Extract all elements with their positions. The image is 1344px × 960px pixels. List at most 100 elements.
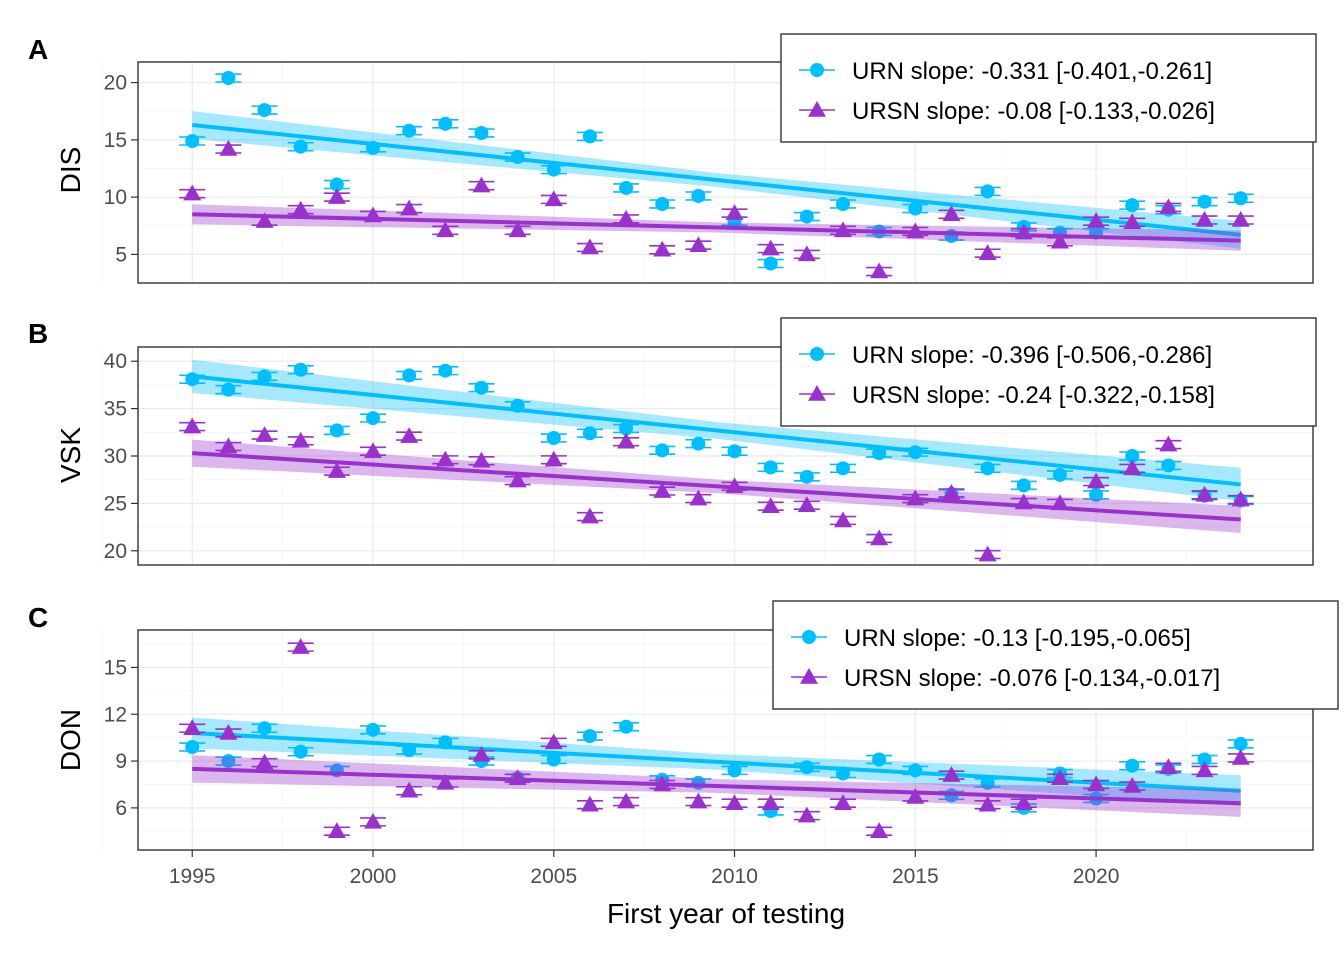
data-point-ursn [400,199,419,216]
data-point-ursn [472,451,491,468]
y-tick-label-b: 20 [104,540,127,563]
y-tick-label-a: 5 [115,243,127,266]
data-point-ursn [1159,758,1178,775]
data-point-ursn [834,511,852,528]
data-point-urn [619,719,634,734]
data-point-ursn [436,221,455,238]
data-point-urn [799,209,814,224]
data-point-urn [257,369,272,384]
legend-box-b [780,317,1317,427]
data-point-urn [763,256,778,271]
data-point-ursn [617,432,636,449]
data-point-ursn [978,795,997,812]
data-point-urn [329,423,344,438]
data-point-urn [1125,758,1140,773]
y-tick-label-a: 15 [104,129,127,152]
legend-key-marker-ursn [808,385,826,401]
data-point-ursn [436,450,455,467]
data-point-urn [329,177,344,192]
data-point-urn [980,184,995,199]
data-point-ursn [761,497,780,513]
legend-box-c [772,600,1339,710]
data-point-ursn [725,204,744,220]
y-tick-label-b: 25 [104,492,127,515]
data-point-ursn [183,184,202,201]
data-point-urn [402,123,417,138]
data-point-urn [655,196,670,211]
trend-line-urn [192,374,1241,487]
data-point-urn [1125,198,1140,213]
data-point-ursn [978,244,997,260]
data-point-ursn [327,188,346,204]
data-point-ursn [617,209,636,226]
data-point-ursn [978,545,997,562]
data-point-urn [836,196,850,211]
panel-b: B VSK 20 25 30 35 40 URN slope: -0.396 [-0.50… [28,317,1317,566]
data-point-urn [691,436,706,451]
data-point-ursn [653,775,672,792]
data-point-ursn [183,719,202,736]
data-point-ursn [544,450,563,467]
data-point-urn [836,766,850,781]
data-point-ursn [942,483,961,500]
data-point-urn [438,735,453,750]
data-point-ursn [1087,472,1106,489]
y-tick-label-c: 15 [104,656,127,679]
data-point-ursn [580,238,599,255]
data-point-urn [293,139,308,154]
data-point-ursn [291,431,310,448]
data-point-ursn [1195,485,1214,502]
data-point-ursn [400,427,419,443]
panel-tag-c: C [28,602,48,633]
data-point-urn [221,382,236,397]
data-point-ursn [942,205,961,222]
data-point-ursn [508,769,527,785]
data-point-ursn [942,766,961,782]
data-point-urn [691,188,706,203]
y-tick-label-a: 20 [104,72,127,95]
data-point-ursn [508,471,527,488]
legend-label-ursn: URSN slope: -0.24 [-0.322,-0.158] [852,382,1215,409]
y-axis-title-don: DON [55,709,86,771]
data-point-urn [1197,194,1212,209]
data-point-ursn [1231,211,1250,227]
data-point-urn [293,362,308,377]
y-tick-label-c: 9 [115,750,127,773]
x-axis: 1995 2000 2005 2010 2015 2020 [169,850,1119,888]
data-point-ursn [255,753,274,770]
data-point-ursn [436,773,455,790]
data-point-ursn [580,795,599,812]
data-point-urn [221,71,236,86]
legend-label-urn: URN slope: -0.331 [-0.401,-0.261] [852,58,1212,85]
data-point-urn [763,460,778,475]
data-point-ursn [617,792,636,809]
data-point-urn [221,754,236,769]
data-point-urn [438,116,453,131]
data-point-ursn [1014,794,1033,810]
data-point-urn [257,103,272,118]
data-point-ursn [580,507,599,524]
data-point-urn [1233,736,1248,751]
data-point-ursn [834,221,852,238]
data-point-urn [474,380,489,395]
data-point-urn [1125,449,1140,463]
data-point-ursn [689,236,708,252]
data-point-urn [655,443,670,458]
legend-key-marker-ursn [800,668,818,684]
data-point-ursn [1123,213,1142,230]
data-point-ursn [1050,494,1069,511]
legend-label-ursn: URSN slope: -0.08 [-0.133,-0.026] [852,98,1215,125]
y-tick-label-a: 10 [104,186,127,209]
data-point-ursn [1050,232,1069,249]
data-point-ursn [797,496,816,513]
data-point-ursn [219,437,238,454]
data-point-urn [799,760,814,775]
y-tick-label-c: 6 [115,797,127,820]
data-point-urn [1052,467,1067,482]
data-point-urn [872,446,887,461]
data-point-ursn [1195,211,1214,227]
data-point-urn [727,444,742,459]
data-point-ursn [544,190,563,207]
x-tick-label: 2005 [530,865,577,888]
data-point-urn [582,426,597,441]
